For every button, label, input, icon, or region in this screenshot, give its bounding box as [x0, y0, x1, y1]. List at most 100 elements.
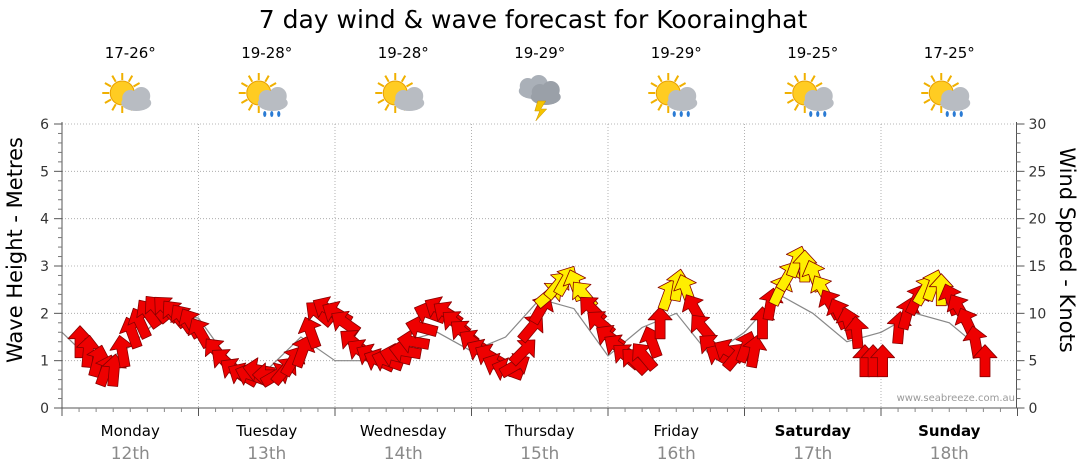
sun-ray: [952, 82, 960, 88]
rain-drop: [686, 111, 690, 117]
rain-drop: [809, 111, 813, 117]
sun-cloud-icon: [102, 73, 152, 113]
rain-drop: [679, 111, 683, 117]
sun-ray: [930, 75, 936, 83]
temperature-label: 19-28°: [241, 44, 292, 62]
sun-ray: [679, 82, 687, 88]
sun-cloud-rain-icon: [238, 73, 288, 117]
sun-ray: [269, 82, 277, 88]
cloud-part: [951, 87, 970, 105]
cloud-part: [132, 87, 151, 105]
sun-ray: [946, 75, 953, 83]
sun-ray: [377, 82, 385, 88]
right-tick-label: 30: [1029, 117, 1047, 133]
day-name-label: Monday: [101, 422, 160, 440]
wind-arrow-shape: [297, 316, 322, 350]
rain-drop: [952, 111, 956, 117]
day-name-label: Friday: [654, 422, 700, 440]
watermark: www.seabreeze.com.au: [897, 393, 1015, 404]
wind-arrow-shape: [870, 344, 895, 378]
sun-ray: [111, 75, 117, 83]
right-tick-label: 20: [1029, 212, 1047, 228]
day-name-label: Thursday: [504, 422, 575, 440]
temperature-labels: 17-26° 19-28° 19-28° 19-29° 19-29° 19-25° 17-2…: [105, 44, 975, 62]
day-date-label: 12th: [111, 444, 150, 464]
rain-drop: [263, 111, 267, 117]
wind-arrow-shape: [928, 273, 954, 307]
sun-ray: [657, 103, 663, 111]
temperature-label: 19-28°: [378, 44, 429, 62]
sun-ray: [793, 75, 800, 83]
sun-ray: [650, 82, 658, 88]
wind-arrow: [844, 315, 869, 350]
sun-ray: [264, 75, 270, 83]
cloud-shape: [667, 87, 698, 111]
wind-arrow-shape: [647, 306, 673, 340]
rain-drop: [270, 111, 274, 117]
rain-drop: [945, 111, 949, 117]
cloud-part: [541, 81, 560, 99]
sun-ray: [133, 82, 141, 88]
rain-drop: [816, 111, 820, 117]
day-date-label: 15th: [520, 444, 559, 464]
sun-cloud-rain-icon: [784, 73, 834, 117]
sun-ray: [400, 75, 407, 83]
sun-ray: [810, 75, 816, 83]
temperature-label: 17-25°: [924, 44, 975, 62]
sun-ray: [923, 98, 931, 104]
wind-arrow-shape: [844, 315, 869, 350]
lightning-bolt: [534, 100, 548, 122]
sun-ray: [111, 103, 117, 111]
sun-cloud-rain-icon: [648, 73, 698, 117]
left-tick-label: 3: [40, 259, 49, 275]
sun-ray: [104, 82, 112, 88]
sun-ray: [673, 75, 680, 83]
right-axis-label: Wind Speed - Knots: [1055, 147, 1079, 352]
day-date-label: 18th: [930, 444, 969, 464]
chart-title: 7 day wind & wave forecast for Kooraingh…: [259, 5, 808, 34]
sun-cloud-icon: [375, 73, 425, 113]
day-date-label: 14th: [384, 444, 423, 464]
cloud-shape: [940, 87, 971, 111]
sun-ray: [377, 98, 385, 104]
weather-icons: [102, 73, 971, 122]
cloud-shape: [394, 87, 425, 111]
day-date-label: 16th: [657, 444, 696, 464]
cloud-shape: [121, 87, 152, 111]
cloud-part: [678, 87, 697, 105]
sun-ray: [657, 75, 663, 83]
sun-ray: [247, 103, 254, 111]
wind-arrow-shape: [792, 249, 818, 283]
rain-drop: [959, 111, 963, 117]
wind-arrow: [792, 249, 818, 283]
left-tick-label: 0: [40, 401, 49, 417]
left-tick-label: 5: [40, 164, 49, 180]
right-tick-label: 15: [1029, 259, 1047, 275]
rain-drop: [277, 111, 281, 117]
cloud-part: [268, 87, 287, 105]
day-name-label: Wednesday: [360, 422, 447, 440]
rain-drop: [823, 111, 827, 117]
wind-arrow-shape: [972, 344, 998, 378]
wind-arrow-shape: [508, 339, 536, 367]
wind-arrow-shape: [331, 310, 362, 337]
sun-ray: [240, 82, 248, 88]
wind-arrow: [972, 344, 998, 378]
sun-ray: [240, 98, 248, 104]
sun-ray: [384, 103, 390, 111]
sun-ray: [786, 82, 794, 88]
left-tick-label: 4: [40, 212, 49, 228]
sun-ray: [127, 75, 134, 83]
temperature-label: 19-25°: [787, 44, 838, 62]
right-tick-label: 25: [1029, 164, 1047, 180]
wind-arrow: [870, 344, 895, 378]
temperature-label: 19-29°: [651, 44, 702, 62]
sun-ray: [406, 82, 414, 88]
left-tick-label: 6: [40, 117, 49, 133]
wind-arrow: [508, 339, 536, 367]
wind-arrows: [67, 245, 998, 388]
day-name-label: Saturday: [775, 422, 852, 440]
wind-arrow: [647, 306, 673, 340]
day-name-label: Sunday: [918, 422, 981, 440]
sun-ray: [793, 103, 800, 111]
